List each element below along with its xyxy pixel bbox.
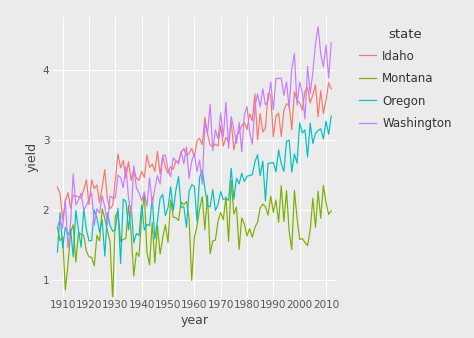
Washington [315,25,321,29]
Idaho [255,138,260,142]
Line: Idaho: Idaho [57,83,331,220]
Montana [176,218,182,222]
Montana [91,264,97,268]
Legend: Idaho, Montana, Oregon, Washington: Idaho, Montana, Oregon, Washington [354,23,456,135]
Idaho [163,165,168,169]
Oregon [326,132,331,136]
Washington [255,92,260,96]
Montana [163,223,168,227]
Idaho [257,112,263,116]
Oregon [257,174,263,178]
Oregon [118,261,123,265]
Montana [55,225,60,230]
Washington [176,162,182,166]
Washington [57,217,63,221]
Montana [57,239,63,243]
Montana [228,178,234,182]
Washington [163,153,168,157]
Line: Washington: Washington [57,27,331,248]
Washington [94,207,100,211]
Line: Montana: Montana [57,180,331,301]
Oregon [57,211,63,215]
Oregon [91,208,97,212]
Idaho [55,185,60,189]
Line: Oregon: Oregon [57,116,331,263]
Montana [257,206,263,210]
Washington [55,225,60,230]
Oregon [255,153,260,157]
Idaho [60,218,65,222]
Montana [110,299,116,303]
Washington [257,105,263,109]
Washington [65,246,71,250]
Montana [260,202,265,206]
Oregon [328,114,334,118]
Idaho [326,81,331,85]
Oregon [176,175,182,179]
Idaho [57,192,63,196]
Idaho [176,160,182,164]
Idaho [94,183,100,187]
Montana [328,209,334,213]
X-axis label: year: year [180,314,209,328]
Washington [328,41,334,45]
Oregon [55,250,60,254]
Y-axis label: yield: yield [26,142,38,172]
Idaho [328,87,334,91]
